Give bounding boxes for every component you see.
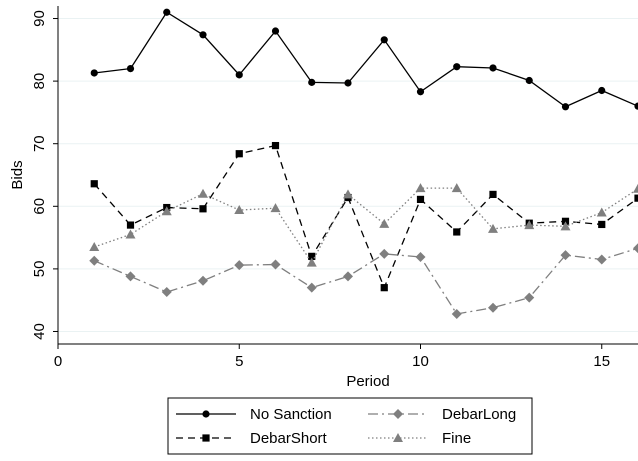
data-point	[271, 27, 280, 35]
legend-item: Fine	[368, 430, 471, 447]
data-point	[199, 205, 207, 213]
legend-box	[167, 397, 533, 455]
x-tick-label: 15	[593, 353, 610, 370]
axes: 40 50 60 70 80 90 0 5 10 15	[31, 6, 638, 370]
data-point	[379, 218, 390, 228]
series-line	[93, 144, 638, 290]
data-point	[598, 86, 606, 95]
y-tick-label: 70	[31, 135, 48, 152]
data-point	[308, 78, 316, 86]
data-point	[634, 194, 638, 202]
data-point	[89, 255, 100, 266]
data-point	[524, 220, 535, 230]
data-point	[561, 217, 570, 225]
y-tick-label: 40	[31, 323, 48, 340]
data-point	[561, 103, 570, 111]
data-point	[161, 287, 172, 298]
data-point	[306, 257, 317, 267]
data-point	[560, 221, 571, 231]
data-point	[161, 206, 172, 216]
data-point	[560, 250, 571, 261]
data-point	[596, 254, 607, 265]
legend-swatch-marker	[393, 433, 403, 442]
data-point	[489, 190, 497, 199]
data-point	[453, 63, 461, 71]
data-point	[380, 284, 388, 292]
series-line	[94, 187, 638, 264]
y-tick-label: 60	[31, 198, 48, 215]
series-no-sanction	[90, 8, 638, 111]
legend-item: DebarShort	[176, 430, 328, 447]
data-point	[634, 102, 638, 110]
data-point	[270, 203, 281, 213]
y-tick-label: 90	[31, 10, 48, 27]
data-point	[453, 228, 461, 236]
data-point	[126, 64, 135, 73]
data-point	[416, 195, 425, 204]
data-point	[198, 275, 208, 286]
y-axis-title: Bids	[9, 160, 26, 189]
data-point	[598, 220, 606, 229]
data-point	[415, 251, 426, 262]
data-point	[126, 221, 135, 229]
data-point	[271, 141, 280, 150]
data-point	[380, 36, 388, 44]
legend: No Sanction DebarShort DebarLong Fine	[167, 397, 533, 455]
legend-label: DebarShort	[250, 430, 328, 447]
data-point	[596, 207, 607, 217]
data-point	[308, 252, 316, 260]
data-point	[451, 183, 462, 193]
series-group	[89, 8, 638, 319]
series-debarlong	[89, 243, 638, 319]
data-point	[198, 188, 208, 198]
data-point	[234, 260, 245, 271]
data-point	[344, 79, 352, 87]
legend-item: No Sanction	[176, 406, 332, 423]
data-point	[199, 31, 207, 39]
y-tick-label: 50	[31, 261, 48, 278]
legend-label: Fine	[442, 430, 471, 447]
data-point	[235, 150, 243, 158]
data-point	[163, 8, 171, 16]
data-point	[125, 271, 136, 282]
x-tick-label: 10	[412, 353, 429, 370]
data-point	[489, 64, 497, 72]
legend-label: No Sanction	[250, 406, 332, 423]
legend-swatch-marker	[202, 410, 210, 418]
data-point	[488, 223, 498, 233]
series-fine	[89, 183, 638, 267]
data-point	[235, 71, 243, 79]
data-point	[415, 183, 426, 193]
data-point	[234, 205, 245, 215]
x-tick-label: 0	[54, 353, 62, 370]
data-point	[90, 69, 98, 77]
data-point	[524, 292, 535, 303]
gridlines	[58, 18, 638, 332]
data-point	[90, 180, 98, 188]
data-point	[488, 302, 498, 313]
legend-label: DebarLong	[442, 406, 516, 423]
data-point	[343, 271, 353, 282]
data-point	[633, 243, 638, 254]
series-line	[94, 11, 638, 108]
data-point	[379, 248, 390, 259]
data-point	[89, 241, 100, 251]
data-point	[416, 88, 425, 96]
data-point	[343, 189, 353, 199]
data-point	[633, 183, 638, 193]
y-tick-label: 80	[31, 73, 48, 90]
series-line	[93, 247, 638, 315]
x-tick-label: 5	[235, 353, 243, 370]
legend-swatch-marker	[202, 434, 210, 442]
data-point	[125, 229, 136, 239]
legend-swatch-marker	[393, 409, 403, 419]
data-point	[306, 282, 317, 293]
data-point	[451, 308, 462, 319]
x-axis-title: Period	[346, 373, 389, 390]
data-point	[270, 259, 281, 270]
legend-item: DebarLong	[368, 406, 516, 423]
data-point	[525, 76, 533, 85]
